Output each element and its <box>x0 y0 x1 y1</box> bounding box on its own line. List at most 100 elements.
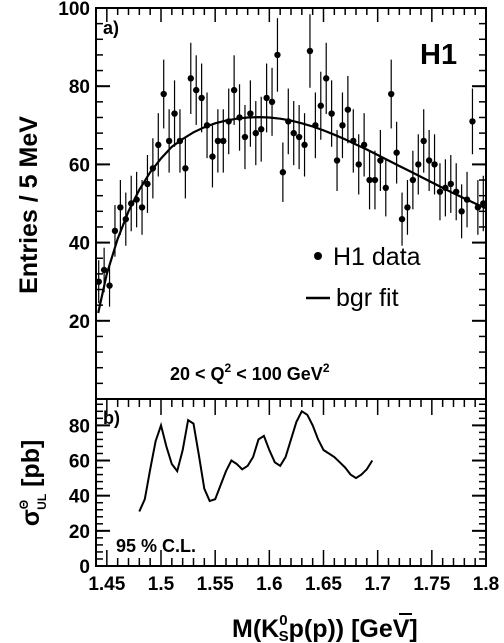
xlabel-pre: M(K <box>232 615 279 643</box>
sigma-ul-path <box>138 409 374 512</box>
data-point <box>214 137 222 145</box>
data-point <box>220 137 227 145</box>
legend-data-marker <box>314 252 322 260</box>
data-point <box>100 266 108 274</box>
data-point <box>420 137 427 145</box>
data-point <box>463 196 471 203</box>
x-axis-label: M(K0 Sp(p)) [GeV] <box>232 612 418 643</box>
data-point <box>388 90 395 98</box>
data-point <box>285 118 292 125</box>
data-point <box>339 122 346 129</box>
data-point <box>398 215 406 223</box>
data-point <box>431 161 438 168</box>
panel-b-ytick-label: 40 <box>69 487 90 508</box>
data-point <box>117 204 124 211</box>
panel-b-ytick-label: 0 <box>79 557 90 578</box>
panel-a-ytick-label: 100 <box>58 0 90 20</box>
data-point <box>474 204 482 211</box>
panel-b-ytick-label: 20 <box>69 522 90 543</box>
data-point <box>155 141 162 149</box>
data-point <box>350 137 357 145</box>
x-tick-label: 1.75 <box>413 574 450 595</box>
data-point <box>290 129 297 137</box>
data-point <box>377 157 384 164</box>
q2-pre: 20 < Q <box>170 364 225 384</box>
data-point <box>469 118 476 125</box>
data-point <box>258 126 265 133</box>
data-point <box>328 110 335 117</box>
data-point <box>366 176 373 184</box>
panel-b-ytick-label: 80 <box>69 416 90 437</box>
panel-b-tag: b) <box>103 408 120 428</box>
data-point <box>295 133 303 141</box>
data-point <box>404 204 411 211</box>
data-point <box>355 161 362 168</box>
xlabel-sub: S <box>279 628 289 643</box>
data-point <box>453 188 460 195</box>
data-point <box>149 165 157 172</box>
data-point <box>306 47 314 55</box>
panel-a-ylabel: Entries / 5 MeV <box>15 116 43 294</box>
data-point <box>274 51 281 59</box>
data-point <box>317 102 324 109</box>
q2-range-annotation: 20 < Q2 < 100 GeV2 <box>170 361 330 384</box>
data-point <box>111 227 119 235</box>
data-point <box>263 94 270 102</box>
legend-data-label: H1 data <box>333 243 421 271</box>
data-point <box>193 86 200 94</box>
ylabel-ul: UL <box>35 494 49 510</box>
panel-b: 0 20 40 60 80 1.45 1.5 1.55 1.6 1.65 1.7 1.75 1.8 b)… <box>17 398 499 643</box>
data-point <box>165 137 173 145</box>
data-point <box>415 161 422 168</box>
data-point <box>209 153 216 160</box>
data-point <box>447 180 454 188</box>
data-point <box>171 110 178 117</box>
data-point <box>458 208 465 215</box>
legend: H1 data bgr fit <box>306 243 421 312</box>
panel-a-ytick-label: 40 <box>69 234 90 255</box>
legend-fit-label: bgr fit <box>336 284 399 312</box>
q2-sup1: 2 <box>225 361 232 375</box>
x-tick-label: 1.5 <box>148 574 175 595</box>
data-point <box>144 180 151 188</box>
data-point <box>187 75 194 82</box>
data-point <box>344 106 352 113</box>
data-point <box>133 196 140 203</box>
panel-b-ticks: 0 20 40 60 80 1.45 1.5 1.55 1.6 1.65 1.7 1.75 1.8 <box>69 399 499 595</box>
data-point <box>122 215 129 223</box>
panel-a-ytick-label: 20 <box>69 312 90 333</box>
xlabel-post: p( <box>289 615 313 643</box>
q2-sup2: 2 <box>323 361 330 375</box>
panel-a-ytick-label: 60 <box>69 155 90 176</box>
cl-annotation: 95 % C.L. <box>116 536 196 556</box>
ylabel-theta: Θ <box>17 500 31 509</box>
ylabel-unit: [pb] <box>17 440 45 494</box>
data-point <box>198 94 205 102</box>
panel-a-ytick-label: 80 <box>69 77 90 98</box>
xlabel-sup: 0 <box>279 612 287 629</box>
data-point <box>480 200 487 207</box>
data-point <box>442 184 449 192</box>
data-point <box>236 114 243 121</box>
data-point <box>95 278 102 285</box>
data-point <box>160 90 167 98</box>
h1-data-points <box>95 14 487 307</box>
data-point <box>301 141 308 149</box>
panel-b-ytick-label: 60 <box>69 452 90 473</box>
data-point <box>128 200 135 207</box>
data-point <box>176 137 184 145</box>
data-point <box>323 75 330 82</box>
data-point <box>138 204 146 211</box>
xlabel-pbar: p <box>312 615 327 643</box>
data-point <box>203 122 211 129</box>
x-tick-label: 1.7 <box>364 574 390 595</box>
h1-logo: H1 <box>420 39 457 71</box>
data-point <box>279 169 287 176</box>
x-tick-label: 1.8 <box>473 574 499 595</box>
q2-mid: < 100 GeV <box>231 364 323 384</box>
panel-b-ylabel: σΘ UL [pb] <box>17 440 49 527</box>
data-point <box>106 282 113 289</box>
x-tick-label: 1.55 <box>197 574 234 595</box>
data-point <box>241 133 249 141</box>
